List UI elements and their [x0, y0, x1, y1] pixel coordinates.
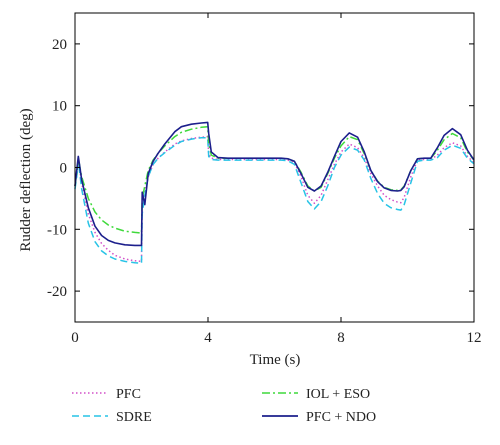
legend: PFC SDRE IOL + ESO PFC + NDO: [72, 387, 376, 425]
y-tick-label: 10: [52, 99, 67, 115]
y-tick-label: 0: [60, 161, 68, 177]
plot-area: [75, 13, 474, 322]
plot-background: [75, 13, 474, 322]
axes-layer: 0 4 8 12 -20 -10 0 10 20: [47, 12, 482, 346]
legend-label-2: IOL + ESO: [306, 387, 370, 402]
x-tick-label: 0: [71, 330, 79, 346]
y-tick-label: 20: [52, 37, 67, 53]
x-tick-label: 4: [204, 330, 212, 346]
series-line-1: [74, 137, 475, 265]
x-axis-label: Time (s): [250, 352, 301, 368]
y-tick-label: -10: [47, 222, 67, 238]
y-axis-label: Rudder deflection (deg): [18, 108, 34, 251]
x-tick-label: 12: [467, 330, 482, 346]
legend-label-3: PFC + NDO: [306, 410, 376, 425]
y-tick-label: -20: [47, 284, 67, 300]
legend-label-0: PFC: [116, 387, 141, 402]
series-line-3: [74, 121, 475, 247]
x-tick-label: 8: [337, 330, 345, 346]
legend-label-1: SDRE: [116, 410, 152, 425]
series-layer: [74, 121, 475, 265]
